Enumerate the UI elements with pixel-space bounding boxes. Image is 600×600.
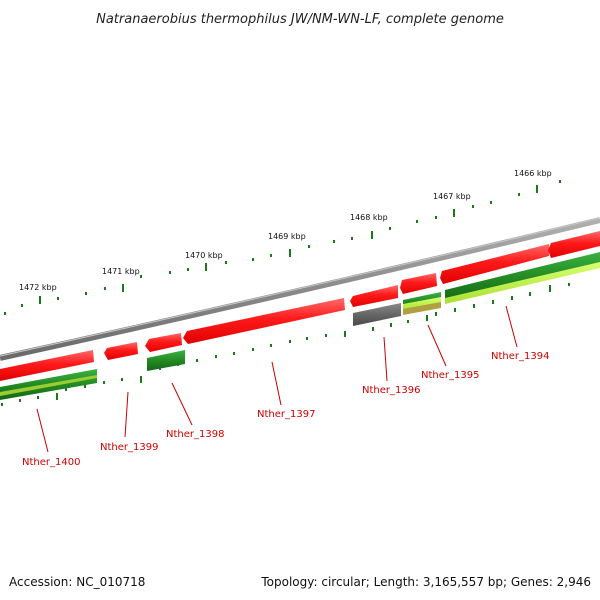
- gene-arrow-nther-1396-reverse[interactable]: [353, 303, 401, 326]
- inner-tick-track: [1, 283, 570, 406]
- gene-arrow-nther-1398-reverse[interactable]: [147, 350, 185, 371]
- tick-label: 1472 kbp: [19, 283, 57, 292]
- genome-title: Natranaerobius thermophilus JW/NM-WN-LF,…: [96, 12, 504, 27]
- gene-label-nther-1400[interactable]: Nther_1400: [22, 457, 80, 468]
- gene-arrow-nther-1396-forward[interactable]: [350, 285, 398, 307]
- gene-label-nther-1397[interactable]: Nther_1397: [257, 409, 315, 420]
- genome-backbone: [0, 217, 600, 361]
- gene-arrow-nther-1398-forward[interactable]: [145, 333, 182, 352]
- gene-arrow-nther-1394-forward[interactable]: [440, 244, 549, 284]
- accession-text: Accession: NC_010718: [9, 575, 145, 589]
- gene-label-nther-1395[interactable]: Nther_1395: [421, 370, 479, 381]
- gene-arrow-nther-1400-lime[interactable]: [0, 375, 97, 396]
- gene-arrow-nther-1395-olive[interactable]: [403, 302, 441, 315]
- outer-tick-track: [4, 180, 561, 315]
- tick-label: 1467 kbp: [433, 192, 471, 201]
- tick-label: 1469 kbp: [268, 232, 306, 241]
- gene-arrow-nther-1394b-forward[interactable]: [548, 231, 600, 258]
- gene-label-nther-1394[interactable]: Nther_1394: [491, 351, 549, 362]
- gene-arrow-nther-1395-forward[interactable]: [400, 273, 437, 294]
- tick-label: 1471 kbp: [102, 267, 140, 276]
- gene-arrow-nther-1399-forward[interactable]: [104, 342, 138, 360]
- gene-arrow-nther-1400-forward[interactable]: [0, 350, 94, 381]
- gene-label-nther-1399[interactable]: Nther_1399: [100, 442, 158, 453]
- forward-strand-genes: [0, 231, 600, 381]
- gene-arrow-nther-1397-forward[interactable]: [183, 298, 345, 344]
- label-leaders: [36, 305, 518, 453]
- genome-summary-text: Topology: circular; Length: 3,165,557 bp…: [260, 575, 591, 589]
- reverse-strand-genes: [0, 252, 600, 400]
- tick-label: 1470 kbp: [185, 251, 223, 260]
- tick-label: 1468 kbp: [350, 213, 388, 222]
- genome-backbone-highlight: [0, 217, 600, 357]
- gene-arrow-nther-1394-lime[interactable]: [445, 262, 600, 304]
- gene-label-nther-1396[interactable]: Nther_1396: [362, 385, 420, 396]
- gene-label-nther-1398[interactable]: Nther_1398: [166, 429, 224, 440]
- tick-label: 1466 kbp: [514, 169, 552, 178]
